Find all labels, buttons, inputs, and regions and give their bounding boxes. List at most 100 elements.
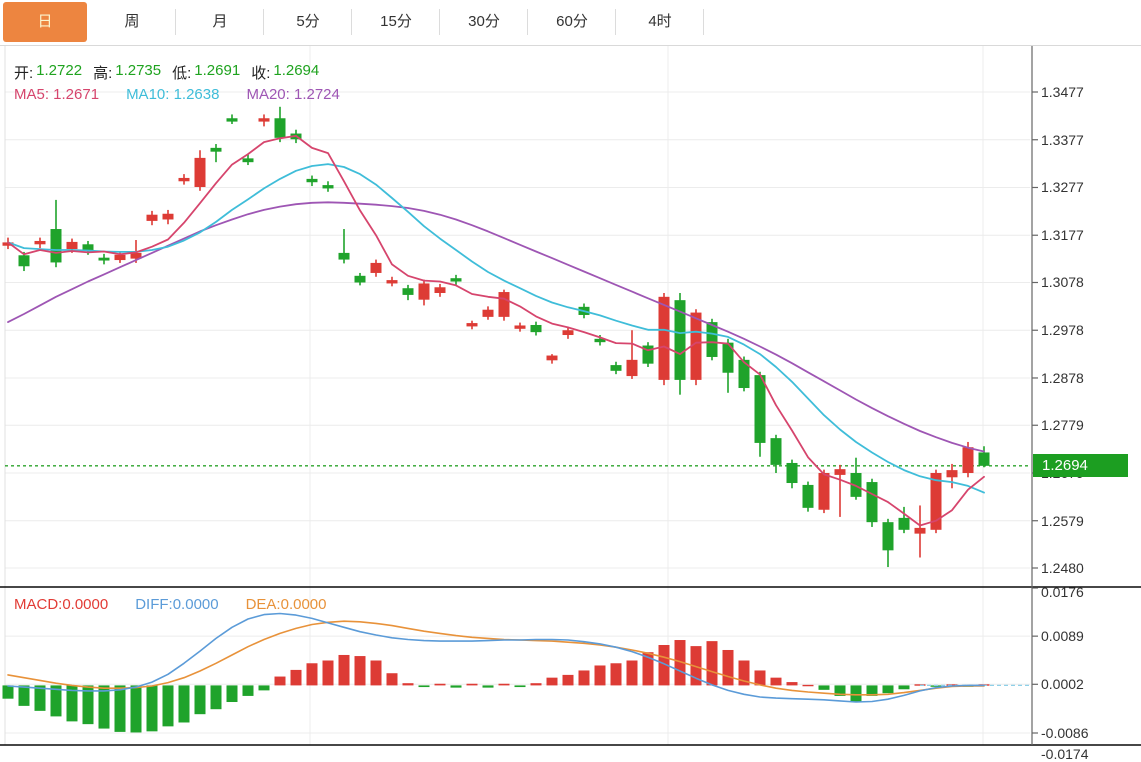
current-price-tag: 1.2694: [1033, 454, 1128, 478]
candle-body: [898, 517, 910, 530]
tab-month[interactable]: 月: [176, 0, 264, 44]
candle-body: [386, 280, 398, 284]
macd-bar: [258, 685, 270, 691]
tab-60min[interactable]: 60分: [528, 0, 616, 44]
candle-body: [658, 296, 670, 380]
macd-bar: [370, 660, 382, 686]
macd-bar: [706, 641, 718, 686]
candle-body: [834, 469, 846, 475]
price-axis-label: 1.3277: [1041, 179, 1084, 196]
macd-bar: [722, 649, 734, 686]
macd-axis-label: 0.0089: [1041, 628, 1084, 645]
candle-body: [914, 527, 926, 534]
macd-bar: [642, 652, 654, 686]
candle-body: [146, 214, 158, 221]
price-axis-label: 1.2878: [1041, 369, 1084, 386]
candle-body: [418, 283, 430, 300]
tab-30min[interactable]: 30分: [440, 0, 528, 44]
tab-day[interactable]: 日: [3, 2, 87, 42]
macd-bar: [34, 685, 46, 711]
ohlc-readout: 开: 1.2722 高: 1.2735 低: 1.2691 收: 1.2694: [14, 62, 319, 83]
macd-bar: [610, 663, 622, 686]
tab-week[interactable]: 周: [88, 0, 176, 44]
macd-bar: [882, 685, 894, 694]
macd-bar: [466, 683, 478, 686]
candle-body: [82, 244, 94, 251]
candle-body: [722, 342, 734, 373]
macd-bar: [290, 669, 302, 686]
macd-bar: [562, 674, 574, 686]
macd-value: MACD:0.0000: [14, 596, 109, 613]
macd-bar: [194, 685, 206, 715]
candle-body: [930, 472, 942, 530]
candle-body: [34, 240, 46, 245]
candle-body: [962, 447, 974, 473]
macd-bar: [434, 683, 446, 686]
low-value: 1.2691: [194, 62, 241, 79]
candle-body: [178, 177, 190, 182]
price-axis-label: 1.3078: [1041, 274, 1084, 291]
macd-bar: [66, 685, 78, 722]
macd-bar: [626, 660, 638, 686]
candle-body: [882, 522, 894, 551]
tab-15min[interactable]: 15分: [352, 0, 440, 44]
macd-bar: [130, 685, 142, 733]
candle-body: [786, 462, 798, 484]
macd-bar: [658, 645, 670, 686]
candle-body: [850, 472, 862, 497]
macd-bar: [178, 685, 190, 723]
macd-bar: [322, 660, 334, 686]
candle-body: [482, 309, 494, 317]
macd-readout: MACD:0.0000 DIFF:0.0000 DEA:0.0000: [14, 596, 326, 613]
open-value: 1.2722: [36, 62, 83, 79]
ma5-line: [7, 134, 985, 527]
macd-bar: [418, 685, 430, 688]
candle-body: [818, 472, 830, 510]
candle-body: [498, 292, 510, 317]
candle-body: [370, 262, 382, 273]
candle-body: [162, 213, 174, 220]
candle-body: [978, 452, 990, 466]
candle-body: [946, 470, 958, 478]
price-axis-label: 1.3477: [1041, 84, 1084, 100]
candle-body: [546, 355, 558, 361]
macd-bar: [530, 683, 542, 686]
macd-bar: [2, 685, 14, 699]
macd-axis-label-clipped: -0.0174: [1041, 746, 1089, 762]
macd-bar: [930, 685, 942, 687]
candle-body: [194, 157, 206, 188]
candle-body: [242, 158, 254, 163]
tab-4hour[interactable]: 4时: [616, 0, 704, 44]
close-value: 1.2694: [273, 62, 320, 79]
macd-bar: [146, 685, 158, 732]
macd-bar: [786, 682, 798, 686]
ma10-readout: MA10: 1.2638: [126, 86, 220, 103]
candle-body: [306, 178, 318, 183]
candle-body: [258, 118, 270, 122]
candle-body: [754, 375, 766, 443]
candle-body: [114, 254, 126, 261]
macd-axis-label: 0.0176: [1041, 584, 1084, 600]
macd-bar: [242, 685, 254, 696]
price-axis-label: 1.3377: [1041, 131, 1084, 148]
candle-body: [226, 118, 238, 122]
candle-body: [514, 325, 526, 329]
candle-body: [2, 242, 14, 246]
tab-5min[interactable]: 5分: [264, 0, 352, 44]
macd-bar: [578, 670, 590, 686]
macd-bar: [306, 663, 318, 686]
candle-body: [562, 330, 574, 336]
macd-bar: [690, 646, 702, 686]
macd-bar: [386, 673, 398, 686]
candle-body: [210, 147, 222, 152]
macd-bar: [834, 685, 846, 696]
price-axis-label: 1.3177: [1041, 227, 1084, 244]
macd-bar: [898, 685, 910, 690]
macd-bar: [674, 640, 686, 686]
candle-body: [98, 257, 110, 261]
price-axis-label: 1.2978: [1041, 322, 1084, 339]
candle-body: [738, 359, 750, 389]
macd-bar: [50, 685, 62, 717]
macd-bar: [818, 685, 830, 690]
